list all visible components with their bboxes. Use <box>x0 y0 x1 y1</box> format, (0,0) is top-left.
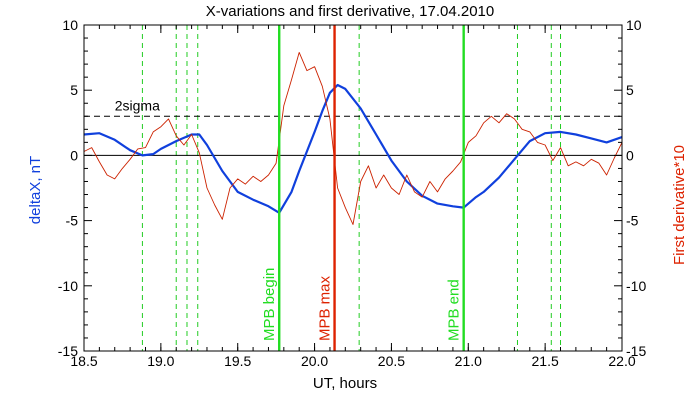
y-tick-label-right: -10 <box>626 278 646 294</box>
y-tick-label-left: 10 <box>62 17 78 33</box>
derivative-series-line <box>83 51 623 225</box>
sigma-label: 2sigma <box>115 97 160 113</box>
x-axis-label: UT, hours <box>313 375 377 392</box>
y-tick-label-right: 5 <box>626 82 634 98</box>
y-axis-left-label: deltaX, nT <box>27 156 44 224</box>
x-tick-label: 22.0 <box>608 353 635 369</box>
x-tick-label: 20.5 <box>378 353 405 369</box>
y-tick-label-left: -10 <box>58 278 78 294</box>
event-label: MPB max <box>317 275 334 341</box>
y-tick-label-right: 10 <box>626 17 642 33</box>
y-tick-label-left: 0 <box>70 147 78 163</box>
y-tick-label-right: 0 <box>626 147 634 163</box>
y-tick-label-right: -15 <box>626 343 646 359</box>
y-tick-label-left: -15 <box>58 343 78 359</box>
y-tick-label-left: 5 <box>70 82 78 98</box>
x-tick-label: 21.0 <box>455 353 482 369</box>
deltax-series-line <box>83 83 623 214</box>
x-tick-label: 18.5 <box>70 353 97 369</box>
x-tick-label: 19.0 <box>147 353 174 369</box>
y-tick-label-left: -5 <box>66 213 79 229</box>
plot-area: 2sigma MPB begin MPB max MPB end 18.5 19.0 19.… <box>58 17 647 369</box>
event-label: MPB end <box>446 279 463 341</box>
y-axis-right-label: First derivative*10 <box>671 145 688 265</box>
x-tick-label: 19.5 <box>224 353 251 369</box>
plot-frame <box>83 24 623 352</box>
y-tick-label-right: -5 <box>626 213 639 229</box>
chart-title: X-variations and first derivative, 17.04… <box>206 3 495 20</box>
x-tick-label: 20.0 <box>301 353 328 369</box>
x-tick-label: 21.5 <box>532 353 559 369</box>
event-label: MPB begin <box>261 268 278 341</box>
